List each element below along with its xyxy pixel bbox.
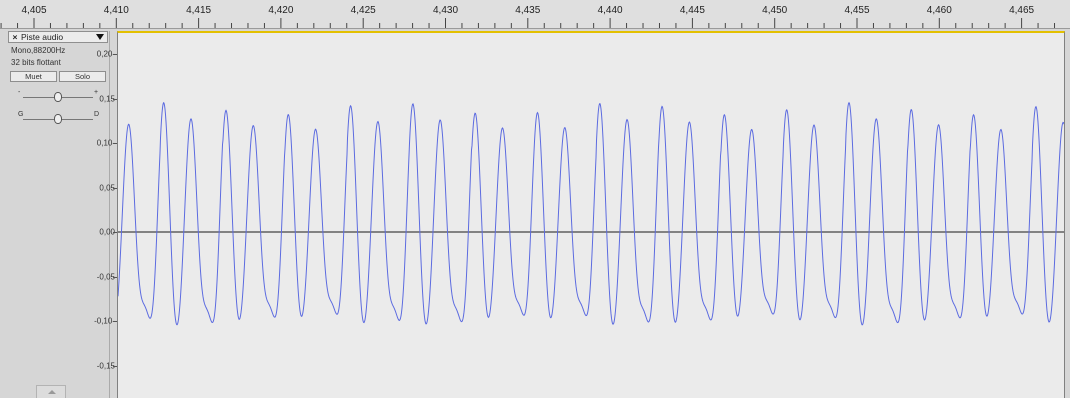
waveform-svg <box>118 101 1064 326</box>
solo-button[interactable]: Solo <box>59 71 106 82</box>
gain-slider-thumb[interactable] <box>54 92 62 102</box>
amplitude-tick <box>113 365 117 367</box>
dropdown-arrow-icon[interactable] <box>96 34 104 40</box>
track-format-info: 32 bits flottant <box>11 58 61 67</box>
amplitude-label: 0,10- <box>96 138 115 148</box>
pan-slider-thumb[interactable] <box>54 114 62 124</box>
amplitude-tick <box>113 232 117 233</box>
ruler-time-label: 4,410 <box>104 5 129 16</box>
timeline-ruler-svg: 4,405 4,410 4,415 4,420 4,425 4,430 4,435 4,440… <box>0 5 1056 28</box>
ruler-time-label: 4,460 <box>927 5 952 16</box>
ruler-time-label: 4,430 <box>433 5 458 16</box>
ruler-time-label: 4,420 <box>268 5 293 16</box>
close-track-button[interactable]: × <box>12 32 18 42</box>
ruler-time-label: 4,445 <box>680 5 705 16</box>
timeline-ruler[interactable]: 4,405 4,410 4,415 4,420 4,425 4,430 4,435 4,440… <box>0 0 1070 29</box>
mute-button[interactable]: Muet <box>10 71 57 82</box>
ruler-time-label: 4,450 <box>762 5 787 16</box>
ruler-time-label: 4,405 <box>21 5 46 16</box>
track-header: × Piste audio <box>8 31 108 43</box>
waveform-area[interactable] <box>117 31 1065 398</box>
ruler-time-label: 4,455 <box>844 5 869 16</box>
ruler-time-label: 4,440 <box>598 5 623 16</box>
track-name-menu[interactable]: Piste audio <box>21 32 64 42</box>
amplitude-label: 0,20- <box>96 49 115 59</box>
track-rate-info: Mono,88200Hz <box>11 46 66 55</box>
collapse-arrow-icon <box>48 390 56 394</box>
amplitude-tick <box>113 187 117 189</box>
track-right-edge <box>1065 31 1070 398</box>
amplitude-tick <box>113 98 117 100</box>
gain-slider-row: - + <box>8 89 108 105</box>
ruler-time-label: 4,435 <box>515 5 540 16</box>
audio-waveform <box>118 101 1064 326</box>
amplitude-label: 0,05 <box>99 183 115 192</box>
amplitude-tick <box>113 276 117 278</box>
pan-left-label: G <box>18 111 24 118</box>
ruler-time-label: 4,465 <box>1009 5 1034 16</box>
track-control-panel: × Piste audio Mono,88200Hz 32 bits flott… <box>8 31 110 398</box>
amplitude-label: -0,10- <box>94 316 115 326</box>
gain-max-label: + <box>94 89 99 96</box>
amplitude-tick <box>113 54 117 55</box>
pan-slider-row: G D <box>8 111 108 127</box>
amplitude-label: -0,05 <box>96 272 115 281</box>
amplitude-label: -0,15 <box>96 361 115 370</box>
collapse-track-button[interactable] <box>36 385 66 398</box>
amplitude-tick <box>113 143 117 144</box>
pan-right-label: D <box>94 111 100 118</box>
gain-min-label: - <box>18 89 21 96</box>
amplitude-tick <box>113 321 117 322</box>
ruler-time-label: 4,425 <box>351 5 376 16</box>
ruler-time-label: 4,415 <box>186 5 211 16</box>
amplitude-label: 0,00 <box>99 227 115 237</box>
amplitude-label: 0,15 <box>99 94 115 103</box>
